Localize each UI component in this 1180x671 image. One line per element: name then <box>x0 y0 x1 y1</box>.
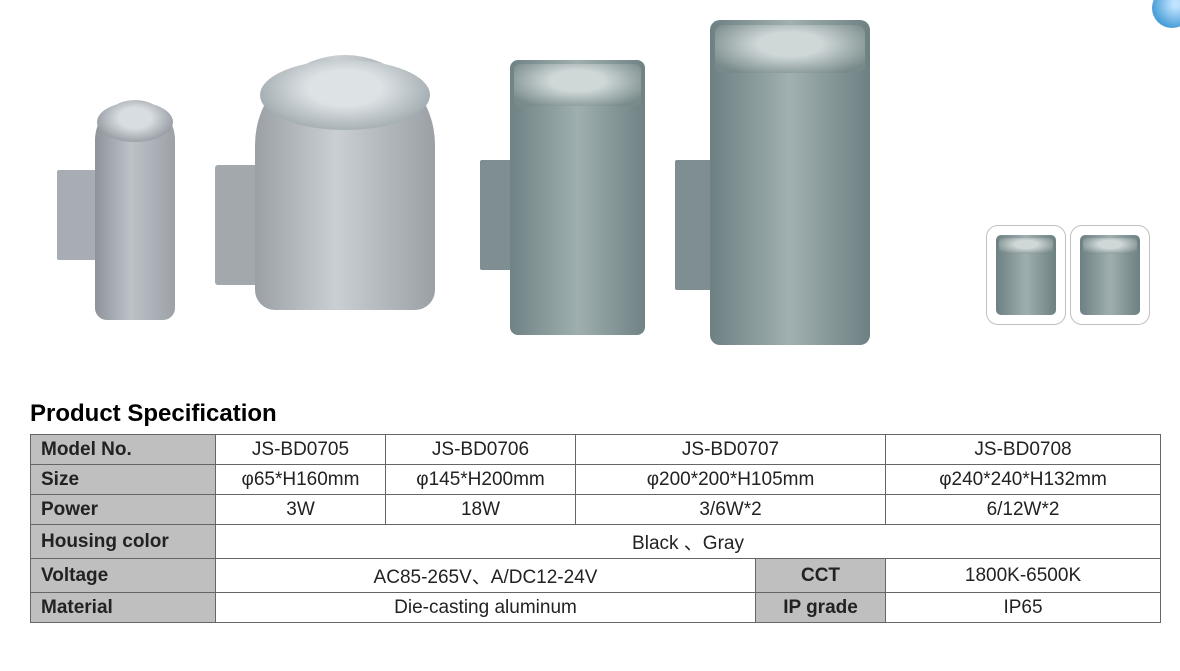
product-gallery <box>0 0 1180 380</box>
housing-value: Black 、Gray <box>216 525 1161 559</box>
thumbnail-1 <box>986 225 1066 325</box>
label-voltage: Voltage <box>31 559 216 593</box>
label-model: Model No. <box>31 435 216 465</box>
label-material: Material <box>31 593 216 623</box>
spec-section: Product Specification Model No. JS-BD070… <box>30 400 1160 623</box>
row-voltage: Voltage AC85-265V、A/DC12-24V CCT 1800K-6… <box>31 559 1161 593</box>
thumbnail-strip <box>986 225 1150 325</box>
row-power: Power 3W 18W 3/6W*2 6/12W*2 <box>31 495 1161 525</box>
row-housing: Housing color Black 、Gray <box>31 525 1161 559</box>
model-2: JS-BD0706 <box>386 435 576 465</box>
cct-value: 1800K-6500K <box>886 559 1161 593</box>
label-ip: IP grade <box>756 593 886 623</box>
row-model: Model No. JS-BD0705 JS-BD0706 JS-BD0707 … <box>31 435 1161 465</box>
power-4: 6/12W*2 <box>886 495 1161 525</box>
ip-value: IP65 <box>886 593 1161 623</box>
size-2: φ145*H200mm <box>386 465 576 495</box>
spec-title: Product Specification <box>30 400 1160 428</box>
size-1: φ65*H160mm <box>216 465 386 495</box>
power-3: 3/6W*2 <box>576 495 886 525</box>
power-2: 18W <box>386 495 576 525</box>
product-image-3 <box>510 60 645 340</box>
product-image-2 <box>255 55 435 320</box>
model-4: JS-BD0708 <box>886 435 1161 465</box>
model-3: JS-BD0707 <box>576 435 886 465</box>
label-housing: Housing color <box>31 525 216 559</box>
model-1: JS-BD0705 <box>216 435 386 465</box>
row-size: Size φ65*H160mm φ145*H200mm φ200*200*H10… <box>31 465 1161 495</box>
size-4: φ240*240*H132mm <box>886 465 1161 495</box>
label-power: Power <box>31 495 216 525</box>
product-image-1 <box>95 100 175 330</box>
spec-table: Model No. JS-BD0705 JS-BD0706 JS-BD0707 … <box>30 434 1161 623</box>
thumbnail-2 <box>1070 225 1150 325</box>
product-image-4 <box>710 20 870 350</box>
label-size: Size <box>31 465 216 495</box>
voltage-value: AC85-265V、A/DC12-24V <box>216 559 756 593</box>
size-3: φ200*200*H105mm <box>576 465 886 495</box>
power-1: 3W <box>216 495 386 525</box>
material-value: Die-casting aluminum <box>216 593 756 623</box>
row-material: Material Die-casting aluminum IP grade I… <box>31 593 1161 623</box>
label-cct: CCT <box>756 559 886 593</box>
